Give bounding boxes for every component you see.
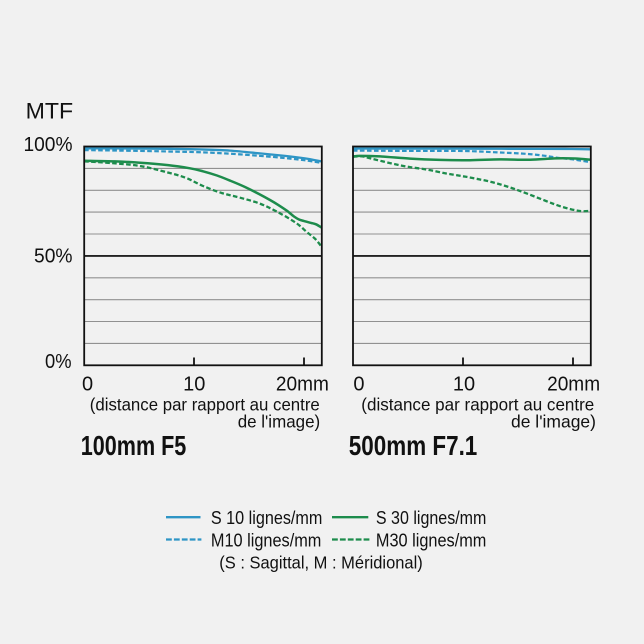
- svg-text:(distance par rapport au centr: (distance par rapport au centre: [90, 394, 320, 414]
- svg-text:0: 0: [82, 374, 93, 396]
- svg-text:MTF: MTF: [26, 98, 74, 123]
- svg-text:S 30 lignes/mm: S 30 lignes/mm: [376, 508, 487, 528]
- svg-text:50%: 50%: [34, 246, 73, 268]
- svg-text:(distance par rapport au centr: (distance par rapport au centre: [361, 394, 594, 414]
- svg-text:M30 lignes/mm: M30 lignes/mm: [376, 530, 487, 550]
- svg-text:M10 lignes/mm: M10 lignes/mm: [211, 530, 322, 550]
- svg-text:10: 10: [183, 374, 205, 396]
- svg-text:0%: 0%: [45, 351, 72, 373]
- svg-text:0: 0: [353, 374, 364, 396]
- svg-text:10: 10: [453, 374, 475, 396]
- svg-text:de l'image): de l'image): [511, 412, 596, 432]
- svg-text:20mm: 20mm: [547, 374, 600, 396]
- svg-text:de l'image): de l'image): [238, 412, 321, 432]
- svg-text:100%: 100%: [24, 134, 73, 156]
- svg-text:500mm F7.1: 500mm F7.1: [349, 430, 478, 461]
- svg-text:100mm F5: 100mm F5: [81, 430, 187, 461]
- svg-text:(S : Sagittal, M : Méridional): (S : Sagittal, M : Méridional): [219, 553, 423, 573]
- svg-text:S 10 lignes/mm: S 10 lignes/mm: [211, 508, 323, 528]
- svg-text:20mm: 20mm: [276, 374, 329, 396]
